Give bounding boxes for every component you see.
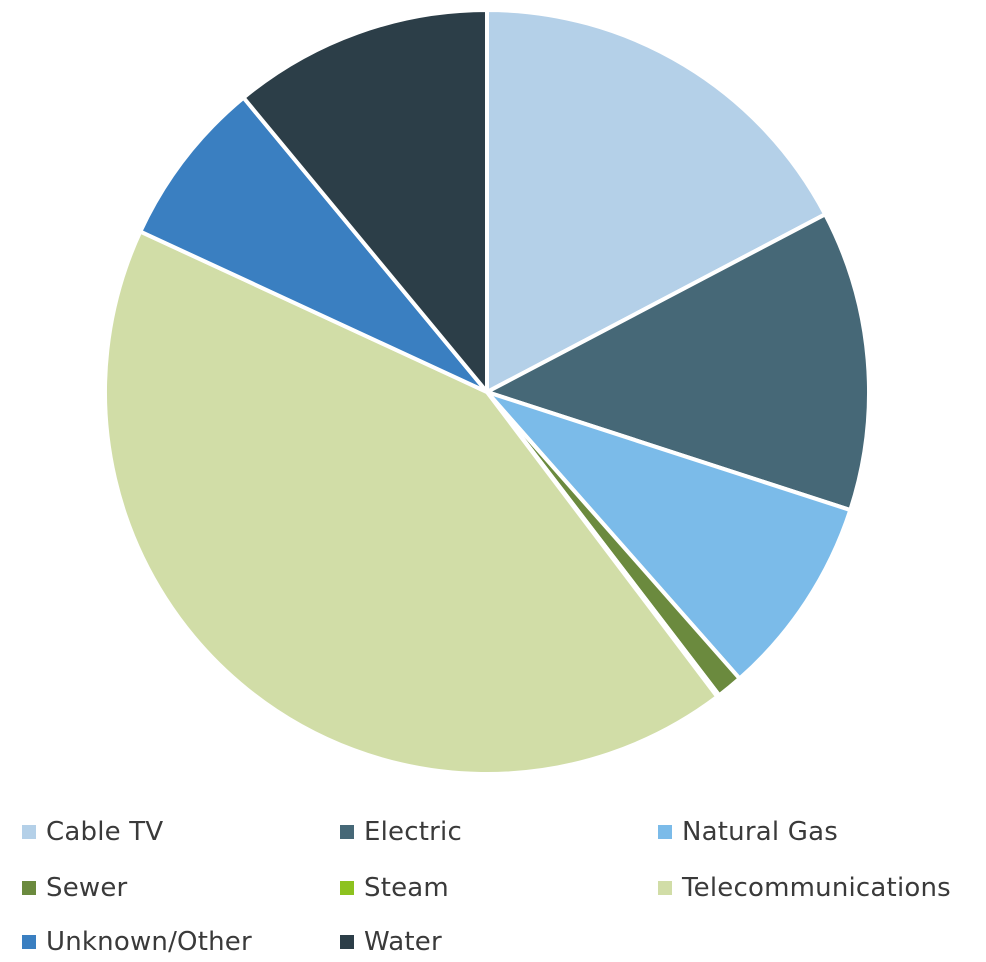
legend-item-unknown-other: Unknown/Other (22, 922, 252, 962)
pie-slice-unknown-other (138, 95, 489, 394)
legend-label-unknown-other: Unknown/Other (46, 927, 252, 957)
pie-slice-natural-gas (485, 390, 853, 681)
legend-swatch-cable-tv (22, 825, 36, 839)
legend-label-natural-gas: Natural Gas (682, 817, 838, 847)
legend-swatch-natural-gas (658, 825, 672, 839)
legend-item-telecommunications: Telecommunications (658, 868, 951, 908)
legend-label-steam: Steam (364, 873, 449, 903)
legend-label-telecommunications: Telecommunications (682, 873, 951, 903)
legend-item-sewer: Sewer (22, 868, 127, 908)
chart-legend: Cable TV Electric Natural Gas Sewer Steam Tel… (22, 812, 986, 958)
pie-slice-cable-tv (485, 8, 828, 394)
legend-item-cable-tv: Cable TV (22, 812, 163, 852)
pie-chart (103, 8, 871, 776)
legend-swatch-sewer (22, 881, 36, 895)
pie-chart-area (103, 8, 871, 776)
pie-slice-water (241, 8, 489, 394)
legend-label-sewer: Sewer (46, 873, 128, 903)
legend-swatch-telecommunications (658, 881, 672, 895)
legend-swatch-unknown-other (22, 935, 36, 949)
legend-item-water: Water (340, 922, 442, 962)
legend-label-electric: Electric (364, 817, 462, 847)
legend-swatch-electric (340, 825, 354, 839)
legend-swatch-steam (340, 881, 354, 895)
legend-label-water: Water (364, 927, 442, 957)
legend-label-cable-tv: Cable TV (46, 817, 164, 847)
legend-swatch-water (340, 935, 354, 949)
legend-item-natural-gas: Natural Gas (658, 812, 838, 852)
legend-item-electric: Electric (340, 812, 462, 852)
pie-slice-electric (485, 212, 871, 513)
legend-item-steam: Steam (340, 868, 449, 908)
pie-slice-telecommunications (103, 229, 720, 776)
